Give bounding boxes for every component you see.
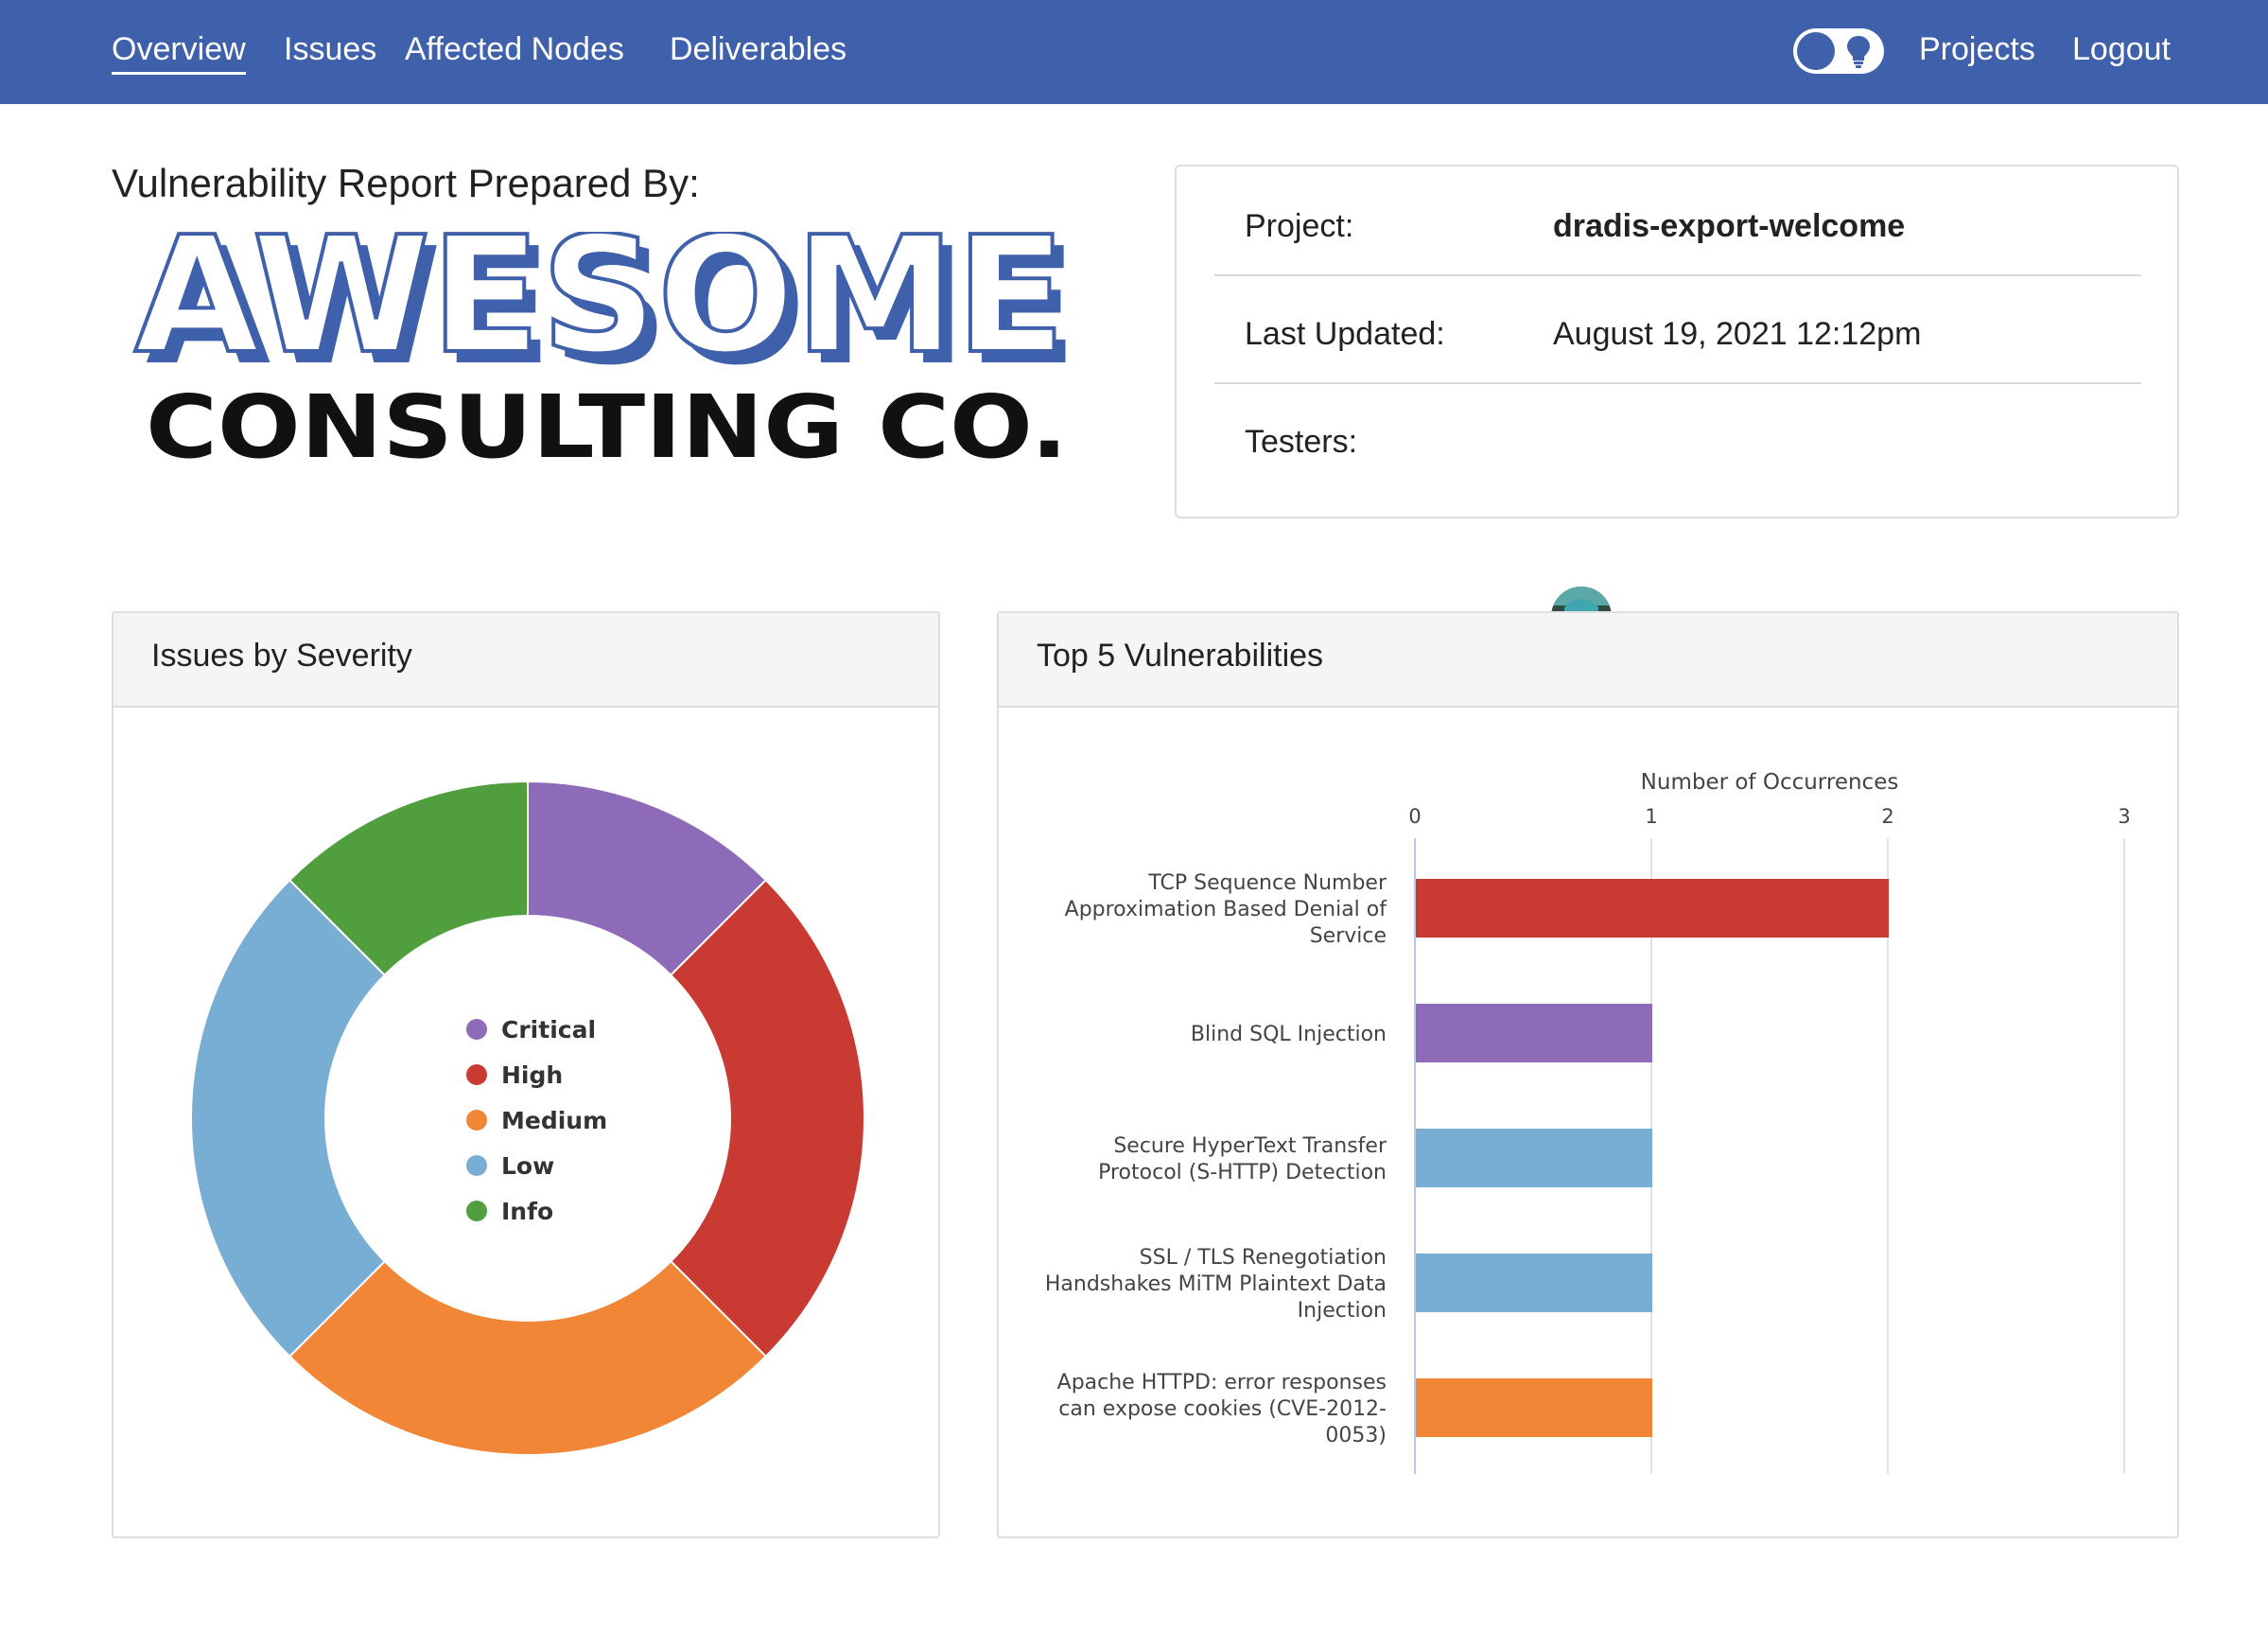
project-label: Project: bbox=[1245, 208, 1354, 244]
severity-panel-header: Issues by Severity bbox=[113, 613, 938, 708]
donut-slice-info bbox=[288, 780, 529, 977]
x-axis-title: Number of Occurrences bbox=[1641, 770, 1899, 795]
lightbulb-icon bbox=[1847, 36, 1870, 68]
legend-label-critical: Critical bbox=[501, 1016, 596, 1043]
donut-slice-low bbox=[190, 878, 387, 1359]
bar-2 bbox=[1416, 1004, 1652, 1062]
nav-logout[interactable]: Logout bbox=[2072, 31, 2171, 67]
x-tick-label-0: 0 bbox=[1408, 805, 1421, 828]
x-tick-label-2: 2 bbox=[1881, 805, 1893, 828]
x-tick-label-3: 3 bbox=[2118, 805, 2130, 828]
donut-slice-high bbox=[669, 878, 865, 1359]
project-row: Project: dradis-export-welcome bbox=[1214, 167, 2141, 276]
nav-overview[interactable]: Overview bbox=[112, 28, 246, 75]
legend-label-info: Info bbox=[501, 1198, 553, 1225]
severity-panel: Issues by Severity Critical High Medium Low… bbox=[112, 611, 940, 1538]
legend-marker-high bbox=[466, 1064, 487, 1085]
project-info-card: Project: dradis-export-welcome Last Upda… bbox=[1175, 165, 2179, 647]
severity-panel-title: Issues by Severity bbox=[151, 638, 412, 674]
donut-slice-medium bbox=[288, 1259, 768, 1456]
vuln-panel: Top 5 Vulnerabilities Number of Occurren… bbox=[997, 611, 2179, 1538]
vuln-panel-title: Top 5 Vulnerabilities bbox=[1037, 638, 1324, 674]
bar-label-5: Apache HTTPD: error responses can expose … bbox=[1057, 1371, 1387, 1447]
legend-label-high: High bbox=[501, 1061, 563, 1089]
bar-4 bbox=[1416, 1254, 1652, 1312]
testers-label: Testers: bbox=[1245, 424, 1358, 460]
updated-label: Last Updated: bbox=[1245, 316, 1445, 352]
toggle-knob bbox=[1797, 32, 1835, 70]
legend-marker-low bbox=[466, 1155, 487, 1176]
legend-label-low: Low bbox=[501, 1152, 554, 1180]
bar-label-3: Secure HyperText Transfer Protocol (S-HTT… bbox=[1098, 1134, 1387, 1184]
nav-affected-nodes[interactable]: Affected Nodes bbox=[405, 31, 624, 67]
legend-label-medium: Medium bbox=[501, 1107, 607, 1134]
legend-marker-critical bbox=[466, 1019, 487, 1040]
top-navbar: Overview Issues Affected Nodes Deliverab… bbox=[0, 0, 2268, 104]
testers-row: Testers: bbox=[1214, 382, 2141, 490]
company-logo: AWESOME AWESOME CONSULTING CO. bbox=[132, 232, 1077, 478]
bar-5 bbox=[1416, 1378, 1652, 1437]
nav-deliverables[interactable]: Deliverables bbox=[670, 31, 847, 67]
updated-value: August 19, 2021 12:12pm bbox=[1553, 316, 1922, 352]
severity-donut-chart: Critical High Medium Low Info bbox=[190, 780, 865, 1456]
theme-toggle[interactable] bbox=[1793, 28, 1884, 74]
report-heading: Vulnerability Report Prepared By: bbox=[112, 161, 700, 205]
x-tick-label-1: 1 bbox=[1645, 805, 1657, 828]
bar-label-2: Blind SQL Injection bbox=[1191, 1023, 1387, 1046]
bar-label-1: TCP Sequence Number Approximation Based D… bbox=[1065, 871, 1388, 948]
project-value: dradis-export-welcome bbox=[1553, 208, 1906, 244]
updated-row: Last Updated: August 19, 2021 12:12pm bbox=[1214, 274, 2141, 384]
logo-line2: CONSULTING CO. bbox=[146, 377, 1068, 478]
nav-issues[interactable]: Issues bbox=[284, 31, 377, 67]
bar-1 bbox=[1416, 879, 1889, 938]
legend-marker-medium bbox=[466, 1110, 487, 1131]
bar-3 bbox=[1416, 1129, 1652, 1187]
legend-marker-info bbox=[466, 1201, 487, 1221]
vuln-bar-chart: Number of Occurrences 0 1 2 3 TCP Sequence Nu… bbox=[1045, 770, 2131, 1474]
logo-line1: AWESOME bbox=[134, 232, 1066, 390]
logo-line1-shadow: AWESOME bbox=[146, 232, 1077, 401]
nav-projects[interactable]: Projects bbox=[1919, 31, 2035, 67]
vuln-panel-header: Top 5 Vulnerabilities bbox=[999, 613, 2177, 708]
bar-label-4: SSL / TLS Renegotiation Handshakes MiTM P… bbox=[1045, 1246, 1387, 1323]
